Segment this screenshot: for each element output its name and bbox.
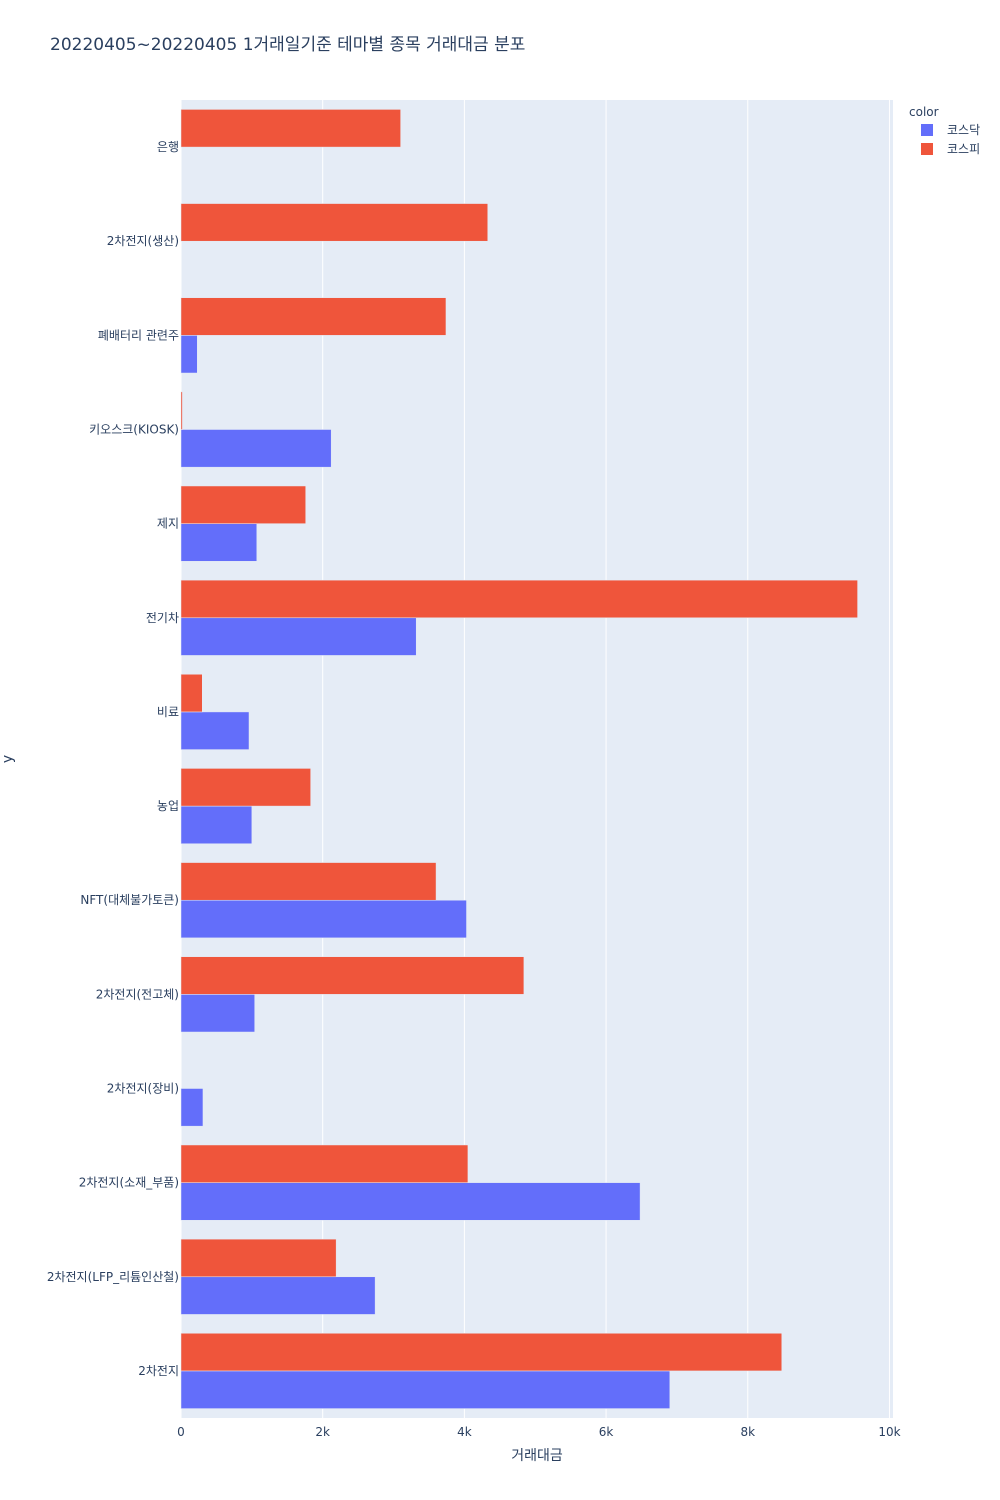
y-tick-label: 2차전지(소재_부품) — [79, 1176, 179, 1190]
x-tick-label: 6k — [599, 1425, 614, 1439]
y-tick-label: 2차전지 — [138, 1364, 179, 1378]
bar-kosdaq[interactable] — [180, 805, 253, 844]
bar-kospi[interactable] — [180, 1238, 337, 1278]
y-tick-label: 키오스크(KIOSK) — [89, 423, 179, 437]
y-tick-label: 은행 — [157, 139, 179, 154]
bar-kosdaq[interactable] — [180, 1276, 376, 1315]
legend-label[interactable]: 코스피 — [947, 142, 980, 156]
bar-kosdaq[interactable] — [180, 523, 258, 562]
x-axis-title: 거래대금 — [511, 1448, 563, 1464]
x-tick-label: 4k — [457, 1425, 472, 1439]
bar-kospi[interactable] — [180, 862, 437, 901]
y-tick-label: 농업 — [157, 799, 179, 813]
bar-kospi[interactable] — [180, 768, 311, 807]
x-axis-ticks: 0 2k 4k 6k 8k 10k — [177, 1425, 900, 1439]
bar-kosdaq[interactable] — [180, 1088, 204, 1127]
bar-kospi[interactable] — [180, 485, 306, 524]
y-tick-label: 비료 — [157, 705, 179, 719]
chart-title: 20220405~20220405 1거래일기준 테마별 종목 거래대금 분포 — [50, 35, 525, 55]
y-tick-label: 2차전지(장비) — [107, 1082, 179, 1096]
bar-kosdaq[interactable] — [180, 1370, 671, 1409]
y-tick-label: 2차전지(LFP_리튬인산철) — [47, 1270, 179, 1284]
y-tick-label: 폐배터리 관련주 — [98, 328, 179, 342]
bars — [180, 109, 858, 1409]
bar-kosdaq[interactable] — [180, 994, 255, 1033]
y-tick-label: 제지 — [157, 517, 179, 531]
y-tick-label: 전기차 — [146, 611, 179, 625]
legend-label[interactable]: 코스닥 — [947, 123, 980, 137]
bar-kosdaq[interactable] — [180, 899, 467, 939]
x-tick-label: 0 — [177, 1425, 185, 1439]
y-tick-label: NFT(대체불가토큰) — [80, 893, 179, 907]
bar-kosdaq[interactable] — [180, 711, 250, 750]
bar-kospi[interactable] — [180, 297, 447, 336]
bar-kospi[interactable] — [180, 203, 489, 242]
bar-kospi[interactable] — [180, 674, 203, 713]
bar-kospi[interactable] — [180, 1333, 783, 1372]
x-tick-label: 10k — [878, 1425, 900, 1439]
y-axis-title: y — [0, 755, 16, 763]
bar-kosdaq[interactable] — [180, 1182, 641, 1221]
bar-kosdaq[interactable] — [180, 617, 417, 656]
bar-kospi[interactable] — [180, 579, 858, 619]
x-tick-label: 8k — [740, 1425, 755, 1439]
bar-kosdaq[interactable] — [180, 335, 198, 374]
legend-swatch[interactable] — [921, 143, 933, 155]
y-tick-label: 2차전지(전고체) — [96, 987, 179, 1001]
bar-kosdaq[interactable] — [180, 429, 332, 468]
bar-kospi[interactable] — [180, 956, 525, 995]
legend-title: color — [909, 105, 939, 119]
bar-kospi[interactable] — [180, 109, 401, 148]
x-tick-label: 2k — [315, 1425, 330, 1439]
legend-swatch[interactable] — [921, 124, 933, 136]
bar-kospi[interactable] — [180, 391, 183, 430]
y-tick-label: 2차전지(생산) — [107, 234, 179, 248]
bar-kospi[interactable] — [180, 1144, 469, 1183]
